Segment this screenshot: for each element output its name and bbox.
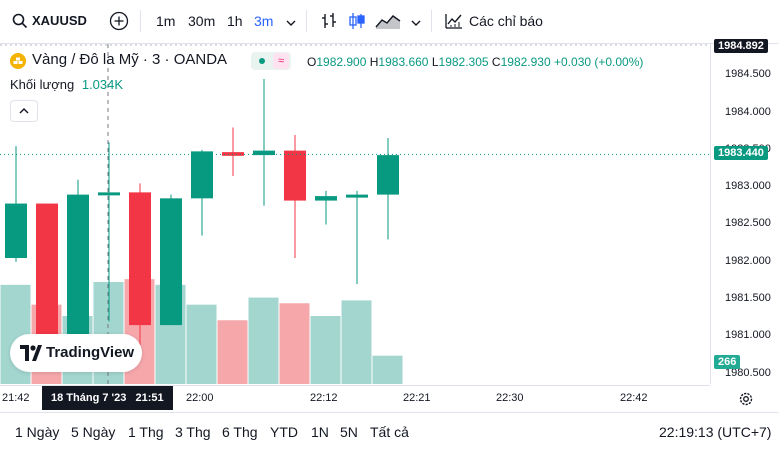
symbol-title[interactable]: Vàng / Đô la Mỹ · 3 · OANDA: [32, 51, 228, 68]
tradingview-watermark[interactable]: TradingView: [10, 334, 142, 372]
time-tick: 21:42: [2, 392, 30, 404]
low-label: L: [431, 55, 439, 69]
change-value: +0.030 (+0.00%): [554, 55, 644, 69]
volume-bar: [248, 297, 279, 384]
price-tick: 1983.000: [725, 180, 771, 193]
range-all[interactable]: Tất cả: [370, 424, 409, 440]
volume-bar: [341, 300, 372, 384]
interval-1m[interactable]: 1m: [156, 13, 176, 29]
price-tick: 1984.500: [725, 68, 771, 81]
volume-bar: [186, 304, 217, 384]
high-label: H: [369, 55, 379, 69]
candlestick-chart[interactable]: [0, 44, 710, 384]
indicators-icon[interactable]: [444, 11, 464, 36]
price-tick: 1981.000: [725, 329, 771, 342]
chart-pane[interactable]: Vàng / Đô la Mỹ · 3 · OANDA ≈ O1982.900 …: [0, 44, 710, 384]
top-price-tag: 1984.892: [714, 39, 768, 53]
timezone-clock[interactable]: 22:19:13 (UTC+7): [659, 424, 772, 440]
interval-3m[interactable]: 3m: [254, 13, 274, 29]
candles: [5, 79, 399, 348]
volume-bar: [372, 355, 403, 384]
close-value: 1982.930: [500, 55, 551, 69]
search-icon[interactable]: [12, 13, 28, 34]
market-status-badge[interactable]: ≈: [251, 52, 291, 70]
price-tick: 1984.000: [725, 105, 771, 118]
range-1m[interactable]: 1 Thg: [128, 424, 164, 440]
close-label: C: [491, 55, 501, 69]
candle-chart-type-icon[interactable]: [347, 11, 367, 36]
candle-body: [98, 192, 120, 196]
time-tick: 22:42: [620, 392, 648, 404]
price-axis[interactable]: 1984.5001984.0001983.5001983.0001982.500…: [710, 39, 779, 384]
chevron-down-icon[interactable]: [410, 15, 422, 33]
candle-body: [160, 198, 182, 326]
candle-body: [36, 203, 58, 337]
range-3m[interactable]: 3 Thg: [175, 424, 211, 440]
collapse-legend-button[interactable]: [10, 100, 38, 122]
price-tick: 1980.500: [725, 366, 771, 379]
volume-label[interactable]: Khối lượng: [10, 77, 75, 92]
range-6m[interactable]: 6 Thg: [222, 424, 258, 440]
range-1y[interactable]: 1N: [311, 424, 329, 440]
add-symbol-icon[interactable]: [109, 11, 129, 36]
pink-wave-icon: ≈: [273, 53, 289, 69]
volume-bar: [310, 316, 341, 384]
interval-1h[interactable]: 1h: [227, 13, 243, 29]
indicators-button[interactable]: Các chỉ báo: [469, 13, 543, 29]
candle-body: [67, 194, 89, 337]
candle-body: [346, 194, 368, 198]
candle-body: [129, 192, 151, 326]
volume-value: 1.034K: [81, 77, 124, 92]
open-label: O: [307, 55, 317, 69]
time-axis[interactable]: 21:42 22:00 22:12 22:21 22:30 22:42 18 T…: [0, 385, 753, 412]
volume-tag: 266: [714, 355, 741, 369]
price-tick: 1981.500: [725, 292, 771, 304]
watermark-text: TradingView: [46, 344, 135, 361]
time-tick: 22:30: [496, 392, 524, 404]
volume-legend: Khối lượng 1.034K: [10, 77, 123, 92]
settings-gear-icon[interactable]: [738, 391, 754, 412]
ohlc-values: O1982.900 H1983.660 L1982.305 C1982.930 …: [307, 55, 643, 69]
date-range-bar: 1 Ngày 5 Ngày 1 Thg 3 Thg 6 Thg YTD 1N 5…: [0, 412, 779, 453]
time-tick: 22:12: [310, 392, 338, 404]
gold-symbol-icon: [10, 53, 26, 74]
bar-chart-type-icon[interactable]: [320, 11, 338, 36]
area-chart-type-icon[interactable]: [375, 12, 401, 35]
market-open-dot-icon: [259, 58, 265, 64]
candle-body: [222, 152, 244, 156]
candle-body: [377, 155, 399, 195]
time-tick: 22:21: [403, 392, 431, 404]
interval-30m[interactable]: 30m: [188, 13, 216, 29]
candle-body: [191, 151, 213, 199]
range-1d[interactable]: 1 Ngày: [15, 424, 60, 440]
candle-body: [284, 150, 306, 201]
candle-body: [5, 203, 27, 258]
crosshair-time-label: 18 Tháng 7 '23 21:51: [42, 386, 173, 410]
top-toolbar: XAUUSD 1m 30m 1h 3m Các chỉ báo: [0, 0, 779, 44]
candle-body: [315, 196, 337, 201]
chevron-down-icon[interactable]: [285, 15, 297, 33]
chevron-up-icon: [19, 108, 29, 114]
symbol-search[interactable]: XAUUSD: [32, 13, 87, 28]
open-value: 1982.900: [316, 55, 367, 69]
price-tick: 1982.500: [725, 217, 771, 230]
volume-bar: [217, 320, 248, 384]
high-value: 1983.660: [378, 55, 429, 69]
time-tick: 22:00: [186, 392, 214, 404]
volume-bar: [279, 303, 310, 384]
current-price-tag: 1983.440: [714, 146, 768, 161]
range-5d[interactable]: 5 Ngày: [71, 424, 116, 440]
low-value: 1982.305: [438, 55, 489, 69]
tradingview-logo-icon: [20, 345, 42, 361]
price-tick: 1982.000: [725, 254, 771, 267]
candle-body: [253, 150, 275, 156]
range-ytd[interactable]: YTD: [270, 424, 298, 440]
range-5y[interactable]: 5N: [340, 424, 358, 440]
